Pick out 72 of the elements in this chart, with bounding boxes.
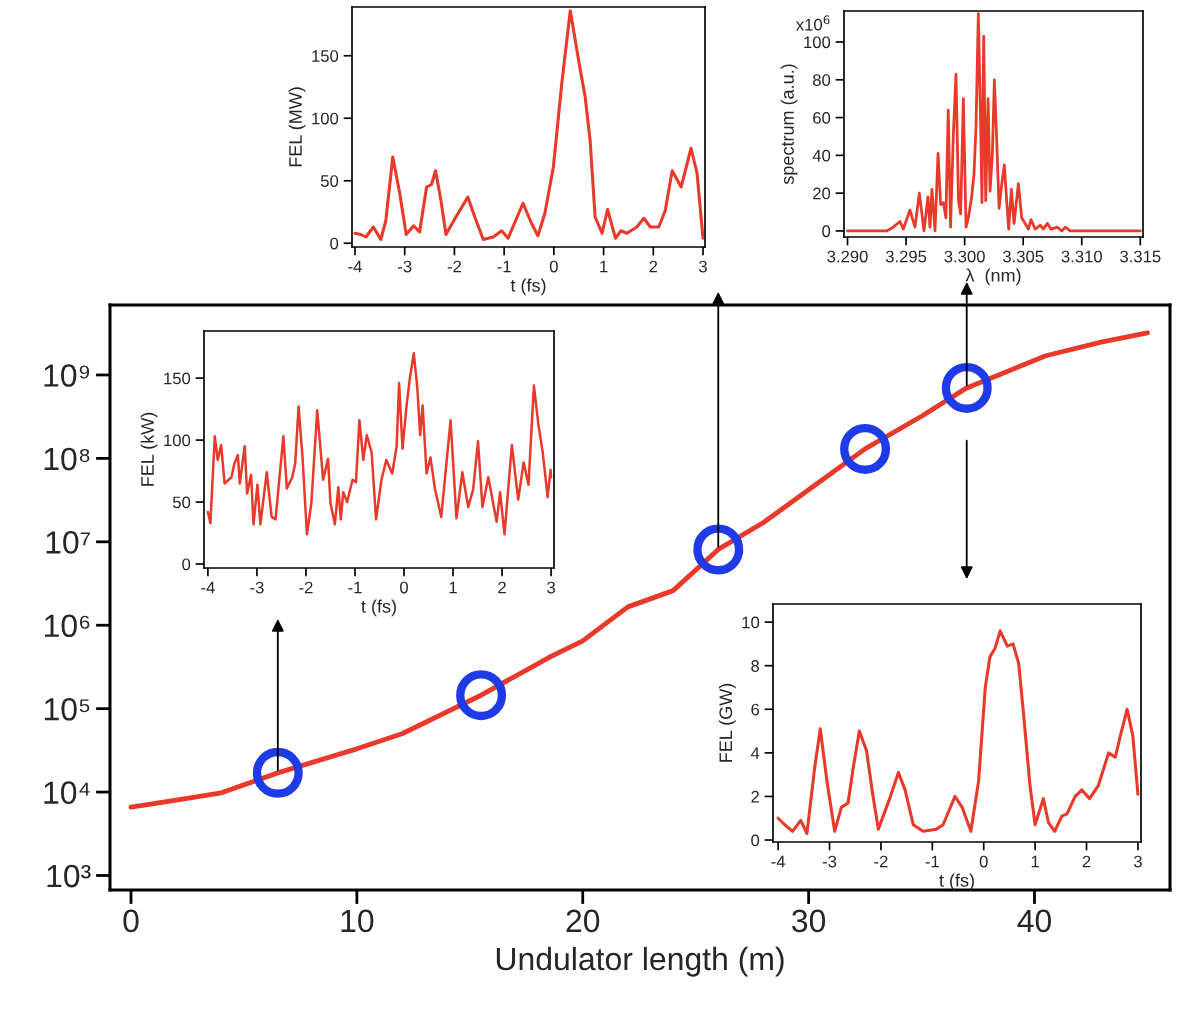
x-tick-label: -1 — [348, 581, 362, 594]
x-tick-label: 30 — [792, 909, 826, 933]
y-tick-label: 100 — [804, 36, 831, 49]
y-tick-label: 0 — [182, 558, 191, 571]
x-axis-title: λ (nm) — [965, 268, 1021, 286]
x-axis-title: Undulator length (m) — [496, 946, 784, 977]
x-tick-label: -3 — [398, 260, 412, 273]
y-tick-label: 10³ — [47, 864, 91, 888]
y-tick-label: 10 — [742, 616, 760, 629]
y-tick-label: 10⁴ — [44, 781, 90, 804]
x-axis-title: t (fs) — [510, 278, 546, 296]
x-tick-label: 3.300 — [944, 250, 985, 263]
x-tick-label: -2 — [299, 581, 313, 594]
x-tick-label: 0 — [549, 260, 558, 273]
x-tick-label: 0 — [400, 581, 408, 594]
x-tick-label: -2 — [447, 260, 461, 273]
x-tick-label: 2 — [498, 581, 506, 594]
y-tick-label: 10⁸ — [44, 447, 90, 471]
x-tick-label: -4 — [348, 260, 362, 273]
x-tick-label: 10 — [341, 909, 374, 933]
y-axis-title: spectrum (a.u.) — [780, 64, 798, 185]
x-tick-label: 3.310 — [1061, 250, 1102, 263]
y-tick-label: 150 — [164, 372, 191, 385]
x-axis-title: t (fs) — [939, 873, 974, 891]
y-tick-label: 50 — [320, 175, 339, 187]
x-tick-label: -3 — [250, 581, 264, 594]
x-tick-label: -2 — [874, 855, 888, 868]
y-tick-label: 0 — [330, 237, 339, 250]
x-tick-label: 3.295 — [885, 250, 927, 263]
y-tick-label: 80 — [812, 74, 831, 86]
y-tick-label: 4 — [750, 747, 760, 759]
y-tick-label: 10⁵ — [44, 697, 90, 721]
y-tick-label: 0 — [822, 225, 831, 238]
x-tick-label: 1 — [1031, 855, 1039, 868]
x-tick-label: 3 — [547, 581, 555, 594]
y-axis-title: FEL (MW) — [288, 87, 306, 167]
y-tick-label: 100 — [312, 112, 339, 125]
x-tick-label: -4 — [201, 581, 215, 594]
x-axis-title: t (fs) — [361, 599, 396, 617]
x-tick-label: 0 — [979, 855, 988, 868]
x-tick-label: -4 — [771, 855, 786, 868]
y-tick-label: 10⁶ — [45, 614, 90, 638]
x-tick-label: 40 — [1017, 909, 1051, 933]
x-tick-label: 3 — [1133, 855, 1142, 868]
x-tick-label: 0 — [123, 909, 139, 933]
y-tick-label: 60 — [813, 111, 831, 124]
x-tick-label: 3.290 — [827, 250, 868, 263]
x-tick-label: -1 — [497, 260, 511, 273]
x-tick-label: 3 — [699, 260, 707, 273]
x-tick-label: 3.315 — [1120, 250, 1161, 263]
text: x10$^{6}$ — [795, 15, 830, 31]
y-tick-label: 6 — [751, 703, 760, 716]
y-tick-label: 8 — [751, 660, 760, 672]
y-tick-label: 20 — [813, 187, 831, 200]
y-tick-label: 10⁹ — [44, 364, 90, 387]
y-tick-label: 2 — [751, 790, 759, 803]
y-tick-label: 10⁷ — [46, 531, 90, 554]
x-tick-label: 2 — [649, 260, 658, 273]
x-tick-label: -1 — [925, 855, 939, 868]
x-tick-label: -3 — [822, 855, 837, 868]
y-tick-label: 50 — [172, 496, 191, 509]
x-tick-label: 1 — [600, 260, 608, 273]
y-tick-label: 100 — [164, 434, 191, 447]
y-tick-label: 150 — [312, 50, 339, 62]
x-tick-label: 3.305 — [1002, 250, 1044, 263]
y-tick-label: 0 — [751, 834, 760, 847]
y-axis-title: FEL (kW) — [140, 412, 158, 486]
x-tick-label: 20 — [566, 909, 600, 933]
x-tick-label: 1 — [449, 581, 457, 594]
y-tick-label: 40 — [812, 149, 831, 162]
x-tick-label: 2 — [1082, 855, 1091, 868]
y-axis-title: FEL (GW) — [718, 683, 736, 762]
